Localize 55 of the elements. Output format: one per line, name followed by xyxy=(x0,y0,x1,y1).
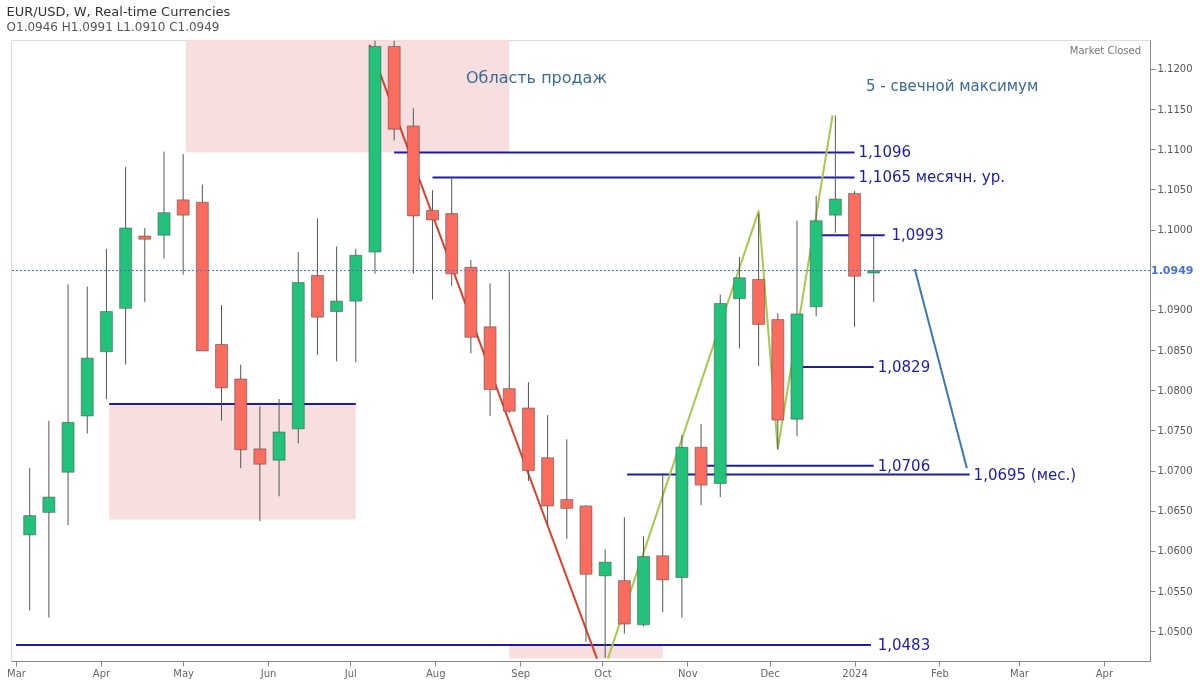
y-tick-label: 1.1000 xyxy=(1157,224,1193,236)
y-tick-label: 1.0500 xyxy=(1157,625,1193,637)
x-tick-label: Dec xyxy=(760,667,780,679)
candlestick xyxy=(733,256,746,349)
ref-line-label: 1.0949 xyxy=(1151,263,1194,277)
annotation: 1,0695 (мес.) xyxy=(973,465,1077,484)
x-tick-label: 2024 xyxy=(842,667,868,679)
candlestick xyxy=(829,115,842,234)
candlestick xyxy=(157,151,171,260)
candlestick xyxy=(503,270,516,414)
y-tick-label: 1.0650 xyxy=(1157,505,1193,517)
annotation: 1,1065 месячн. ур. xyxy=(858,168,1005,187)
x-tick-label: Apr xyxy=(92,667,111,679)
x-tick-label: Oct xyxy=(594,667,612,679)
x-tick-label: Apr xyxy=(1095,667,1114,679)
y-tick-label: 1.0800 xyxy=(1157,384,1193,396)
x-tick-label: Nov xyxy=(678,667,698,679)
candlestick xyxy=(560,438,574,540)
candlestick xyxy=(867,236,880,303)
x-tick-label: Jun xyxy=(259,667,277,679)
x-tick-label: Sep xyxy=(511,667,531,679)
x-tick-label: May xyxy=(173,667,195,679)
candlestick xyxy=(42,420,56,619)
y-tick-label: 1.1200 xyxy=(1157,63,1193,75)
y-tick-label: 1.0750 xyxy=(1157,424,1193,436)
chart-subtitle: O1.0946 H1.0991 L1.0910 C1.0949 xyxy=(6,20,220,35)
x-tick-label: Jul xyxy=(343,667,357,679)
y-tick-label: 1.0550 xyxy=(1157,585,1193,597)
annotation: Область продаж xyxy=(466,68,607,87)
candlestick xyxy=(176,153,190,276)
y-tick-label: 1.0900 xyxy=(1157,304,1193,316)
annotation: 5 - свечной максимум xyxy=(866,77,1039,95)
candlestick xyxy=(23,467,36,611)
x-tick-label: Feb xyxy=(931,667,949,679)
candlestick xyxy=(598,548,612,659)
annotation: 1,0829 xyxy=(877,357,931,376)
y-tick-label: 1.0700 xyxy=(1157,465,1193,477)
candlestick xyxy=(426,189,439,300)
y-tick-label: 1.0600 xyxy=(1157,545,1193,557)
annotation: 1,0706 xyxy=(877,456,931,475)
x-tick-label: Mar xyxy=(7,667,27,679)
y-tick-label: 1.1050 xyxy=(1157,183,1193,195)
chart-title: EUR/USD, W, Real-time Currencies xyxy=(6,4,231,20)
candlestick xyxy=(138,227,152,303)
x-tick-label: Aug xyxy=(426,667,446,679)
candlestick xyxy=(330,245,343,362)
annotation: 1,0483 xyxy=(877,635,931,654)
y-tick-label: 1.0850 xyxy=(1157,344,1193,356)
annotation: 1,0993 xyxy=(891,226,944,245)
annotation: 1,1096 xyxy=(858,143,912,162)
y-tick-label: 1.1100 xyxy=(1157,143,1193,155)
y-tick-label: 1.1150 xyxy=(1157,103,1193,115)
x-tick-label: Mar xyxy=(1010,667,1030,679)
annotation: Market Closed xyxy=(1069,45,1141,56)
candlestick xyxy=(253,405,267,522)
